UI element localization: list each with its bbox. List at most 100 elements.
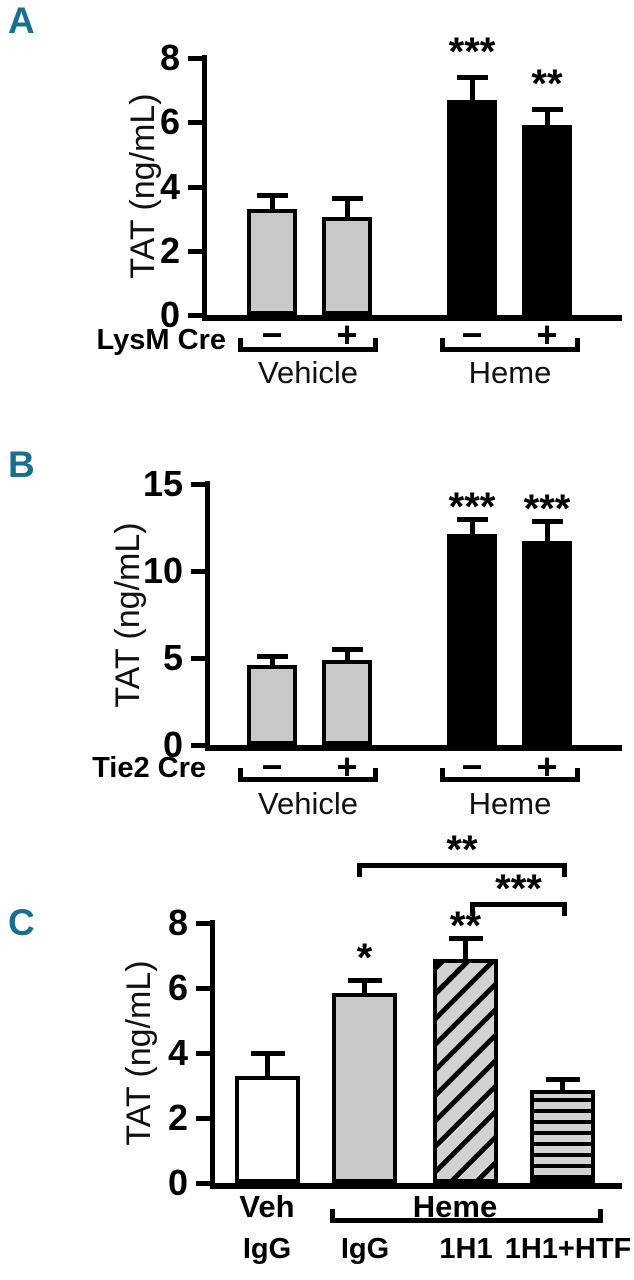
- y-tick-label: 5: [162, 637, 183, 678]
- y-tick: [196, 921, 215, 926]
- error-bar-stem: [269, 656, 275, 665]
- error-bar-stem: [469, 518, 475, 535]
- y-tick: [191, 656, 210, 661]
- y-tick: [196, 1181, 215, 1186]
- error-bar-cap: [456, 75, 488, 81]
- bar: [447, 99, 497, 315]
- cre-sign: −: [261, 314, 283, 355]
- group-label: Heme: [468, 786, 552, 821]
- error-bar-cap: [256, 192, 288, 198]
- cre-sign: +: [536, 746, 558, 787]
- cre-sign: +: [336, 314, 358, 355]
- error-bar-cap: [545, 1077, 580, 1082]
- cre-sign: −: [461, 314, 483, 355]
- significance-stars: ***: [523, 486, 571, 531]
- group-label: Vehicle: [258, 355, 358, 390]
- bar: [530, 1090, 595, 1183]
- group-label: Heme: [468, 355, 552, 390]
- y-axis-line: [205, 481, 210, 745]
- significance-stars: **: [531, 62, 563, 107]
- condition-label: Veh: [239, 1189, 295, 1224]
- bar: [322, 659, 372, 745]
- cre-sign: −: [461, 746, 483, 787]
- y-tick-label: 4: [159, 165, 180, 207]
- x-axis-line: [202, 315, 622, 321]
- y-tick: [196, 1116, 215, 1121]
- error-bar-stem: [344, 197, 350, 217]
- error-bar-stem: [560, 1079, 565, 1091]
- error-bar-stem: [544, 520, 550, 542]
- error-bar-cap: [331, 195, 363, 201]
- group-bracket: [238, 347, 378, 352]
- x-axis-line: [205, 745, 622, 751]
- y-tick-label: 2: [167, 1097, 188, 1138]
- treatment-label: 1H1+HTF: [504, 1233, 632, 1265]
- cre-sign: +: [336, 746, 358, 787]
- error-bar-cap: [531, 518, 563, 524]
- comparison-bracket-label: **: [446, 828, 478, 872]
- y-tick-label: 6: [159, 101, 180, 143]
- significance-stars: **: [449, 904, 482, 948]
- comparison-bracket-tick: [357, 863, 362, 877]
- group-bracket-tick: [440, 338, 445, 352]
- significance-stars: *: [356, 935, 373, 980]
- bar: [433, 958, 498, 1183]
- condition-label: Heme: [412, 1189, 498, 1224]
- group-label: Vehicle: [258, 786, 358, 821]
- error-bar-stem: [265, 1053, 270, 1076]
- heme-group-bracket: [330, 1218, 603, 1223]
- bar: [332, 992, 397, 1183]
- y-tick: [188, 184, 207, 190]
- y-tick: [188, 248, 207, 254]
- group-bracket-tick: [575, 768, 580, 782]
- y-tick: [191, 569, 210, 574]
- panel-a-row-label: LysM Cre: [96, 324, 226, 356]
- treatment-label: IgG: [340, 1233, 390, 1265]
- heme-group-bracket-tick: [330, 1209, 335, 1223]
- group-bracket: [440, 347, 580, 352]
- error-bar-stem: [544, 109, 550, 126]
- group-bracket-tick: [238, 338, 243, 352]
- group-bracket: [440, 777, 580, 782]
- y-tick-label: 4: [167, 1032, 188, 1073]
- error-bar-stem: [463, 937, 468, 959]
- treatment-label: 1H1: [439, 1233, 493, 1265]
- y-tick: [191, 743, 210, 748]
- comparison-bracket: [470, 902, 567, 907]
- significance-stars: ***: [448, 484, 496, 529]
- group-bracket-tick: [440, 768, 445, 782]
- y-tick-label: 10: [142, 550, 183, 591]
- treatment-label: IgG: [242, 1233, 292, 1265]
- error-bar-stem: [344, 649, 350, 660]
- y-tick-label: 8: [167, 902, 188, 943]
- y-tick: [196, 986, 215, 991]
- error-bar-stem: [469, 77, 475, 100]
- y-tick: [191, 482, 210, 487]
- comparison-bracket-tick: [562, 902, 567, 916]
- group-bracket-tick: [373, 338, 378, 352]
- group-bracket: [238, 777, 378, 782]
- y-tick: [188, 313, 207, 318]
- bar: [522, 541, 572, 745]
- y-tick-label: 8: [159, 37, 180, 78]
- bar: [522, 125, 572, 315]
- error-bar-stem: [269, 194, 275, 209]
- error-bar-cap: [250, 1051, 285, 1056]
- comparison-bracket-tick: [470, 902, 475, 916]
- error-bar-cap: [256, 654, 288, 660]
- y-tick-label: 2: [159, 229, 180, 271]
- panel-a-label: A: [8, 0, 35, 41]
- y-tick: [188, 120, 207, 126]
- comparison-bracket: [357, 863, 567, 868]
- group-bracket-tick: [238, 768, 243, 782]
- bar: [247, 208, 297, 315]
- comparison-bracket-tick: [562, 863, 567, 877]
- y-tick-label: 0: [162, 724, 183, 765]
- group-bracket-tick: [373, 768, 378, 782]
- error-bar-stem: [362, 979, 367, 993]
- error-bar-cap: [331, 647, 363, 653]
- significance-stars: ***: [448, 30, 496, 75]
